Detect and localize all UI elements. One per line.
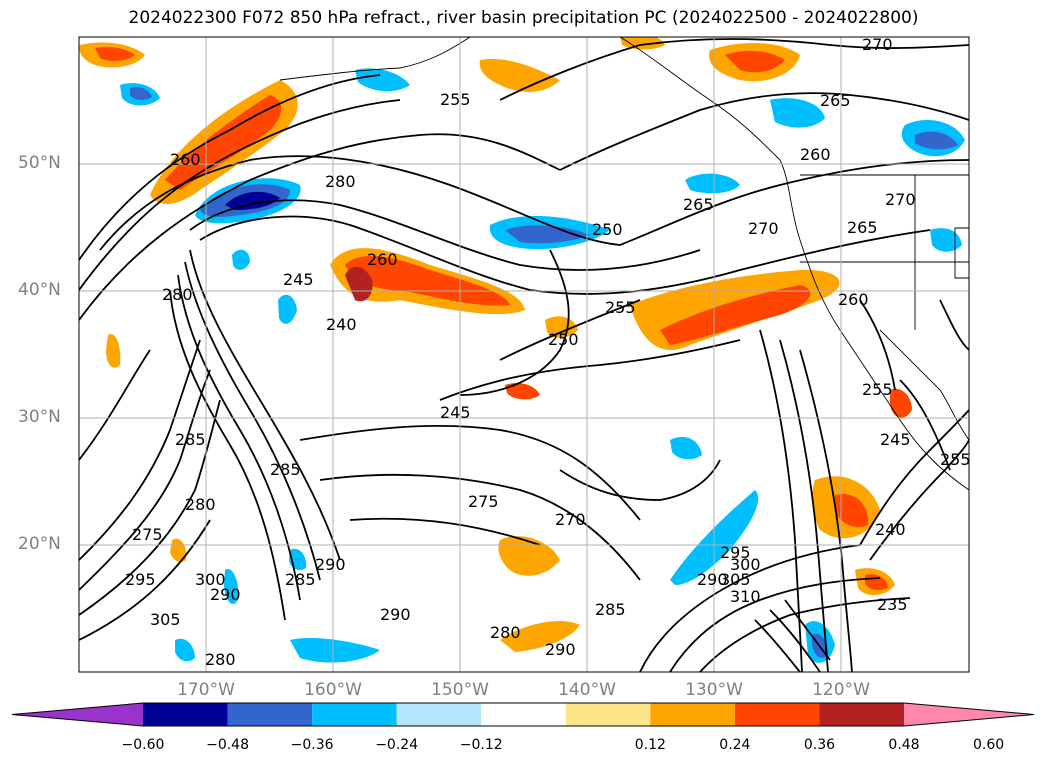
contour-label: 310 <box>730 587 761 606</box>
lat-label-50n: 50°N <box>18 153 61 173</box>
contour-label: 295 <box>720 543 751 562</box>
colorbar-bin <box>227 703 313 726</box>
contour-labels: 270 265 255 260 280 250 265 270 265 270 … <box>125 35 971 669</box>
contour-label: 300 <box>195 570 226 589</box>
colorbar-bin <box>565 703 651 726</box>
map-plot-area: 270 265 255 260 280 250 265 270 265 270 … <box>79 35 971 672</box>
contour-label: 280 <box>325 172 356 191</box>
contour-label: 240 <box>326 315 357 334</box>
contour-label: 270 <box>885 190 916 209</box>
colorbar-tick-label: −0.48 <box>206 737 249 753</box>
contour-label: 265 <box>683 195 714 214</box>
contour-label: 305 <box>720 570 751 589</box>
colorbar-tick-label: −0.60 <box>121 737 165 753</box>
colorbar-bin <box>396 703 482 726</box>
colorbar-tick-label: −0.24 <box>375 737 419 753</box>
contour-label: 280 <box>490 623 521 642</box>
lon-label-140w: 140°W <box>558 680 616 700</box>
contour-label: 295 <box>125 570 156 589</box>
contour-label: 255 <box>940 450 971 469</box>
lon-label-130w: 130°W <box>685 680 743 700</box>
lat-label-20n: 20°N <box>18 534 61 554</box>
contour-label: 260 <box>838 290 869 309</box>
contour-label: 260 <box>170 150 201 169</box>
contour-label: 250 <box>548 330 579 349</box>
contour-label: 275 <box>132 525 163 544</box>
colorbar-tick-label: −0.36 <box>290 737 334 753</box>
colorbar-bin <box>481 703 566 726</box>
contour-label: 240 <box>875 520 906 539</box>
contour-label: 280 <box>185 495 216 514</box>
colorbar-tick-label: 0.48 <box>888 737 920 753</box>
lon-label-120w: 120°W <box>812 680 870 700</box>
colorbar-bin <box>650 703 735 726</box>
colorbar <box>11 702 1035 727</box>
contour-label: 245 <box>440 403 471 422</box>
colorbar-bin <box>143 703 228 726</box>
contour-label: 270 <box>748 219 779 238</box>
contour-label: 290 <box>315 555 346 574</box>
colorbar-tick-label: 0.60 <box>972 737 1005 753</box>
contour-label: 285 <box>285 570 316 589</box>
map-frame <box>78 36 970 673</box>
colorbar-tick-label: 0.24 <box>719 737 751 753</box>
lat-label-40n: 40°N <box>18 280 61 300</box>
contour-label: 290 <box>380 605 411 624</box>
colorbar-outline <box>11 702 1035 727</box>
contour-label: 290 <box>697 570 728 589</box>
colorbar-extension-low <box>12 703 143 726</box>
contour-label: 280 <box>205 650 236 669</box>
contour-label: 300 <box>730 555 761 574</box>
lon-label-170w: 170°W <box>177 680 235 700</box>
contour-label: 280 <box>162 285 193 304</box>
contour-label: 250 <box>592 220 623 239</box>
contour-label: 305 <box>150 610 181 629</box>
refractivity-contours <box>79 38 969 672</box>
contour-label: 235 <box>877 595 908 614</box>
precip-shading <box>79 37 965 663</box>
lat-label-30n: 30°N <box>18 407 61 427</box>
contour-label: 260 <box>800 145 831 164</box>
contour-label: 265 <box>820 91 851 110</box>
contour-label: 255 <box>440 90 471 109</box>
coastlines <box>279 37 969 491</box>
contour-label: 245 <box>283 270 314 289</box>
contour-label: 285 <box>270 460 301 479</box>
contour-label: 255 <box>862 380 893 399</box>
contour-label: 285 <box>595 600 626 619</box>
lon-label-160w: 160°W <box>304 680 362 700</box>
contour-label: 245 <box>880 430 911 449</box>
colorbar-extension-high <box>904 703 1034 726</box>
contour-label: 290 <box>545 640 576 659</box>
colorbar-bin <box>312 703 397 726</box>
contour-label: 260 <box>367 250 398 269</box>
colorbar-bin <box>819 703 904 726</box>
lon-label-150w: 150°W <box>431 680 489 700</box>
contour-label: 275 <box>468 492 499 511</box>
graticule <box>79 37 969 672</box>
colorbar-tick-label: 0.36 <box>803 737 836 753</box>
contour-label: 270 <box>862 35 893 54</box>
map-title: 2024022300 F072 850 hPa refract., river … <box>128 8 919 28</box>
colorbar-bin <box>734 703 820 726</box>
contour-label: 285 <box>175 430 206 449</box>
contour-label: 255 <box>605 298 636 317</box>
colorbar-tick-label: 0.12 <box>634 737 666 753</box>
contour-label: 270 <box>555 510 586 529</box>
contour-label: 290 <box>210 585 241 604</box>
colorbar-tick-label: −0.12 <box>459 737 503 753</box>
contour-label: 265 <box>847 218 878 237</box>
